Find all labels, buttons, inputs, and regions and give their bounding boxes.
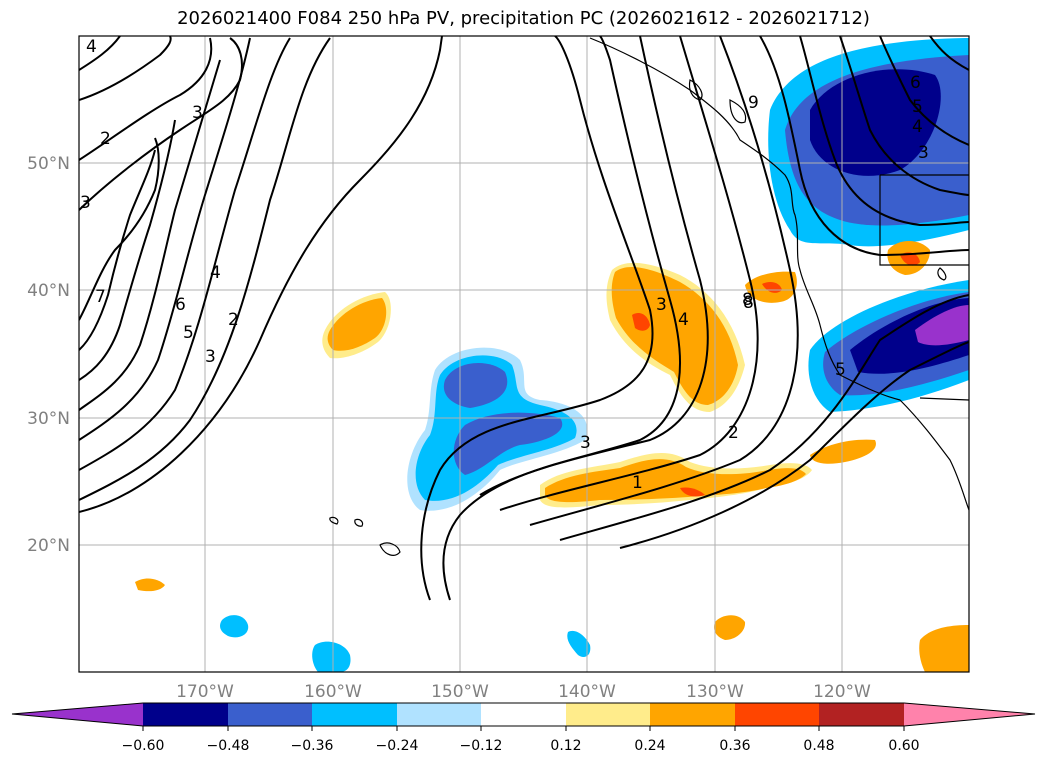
contour-label: 3: [205, 347, 216, 367]
precip-negative-area: [915, 305, 969, 346]
precip-negative-area: [453, 412, 563, 475]
colorbar-tick-label: −0.48: [207, 738, 250, 754]
precip-positive-area: [545, 459, 806, 503]
precip-negative-area: [312, 641, 351, 672]
contour-label: 4: [912, 117, 923, 137]
precip-positive-area: [810, 439, 876, 464]
colorbar-segment: [397, 703, 482, 726]
colorbar-tick-label: −0.24: [376, 738, 419, 754]
colorbar-tick-label: 0.24: [634, 738, 665, 754]
precip-negative-area: [567, 630, 591, 657]
contour-label: 6: [910, 73, 921, 93]
precip-positive-area: [714, 615, 746, 640]
colorbar-segment: [312, 703, 397, 726]
contour-label: 3: [656, 295, 667, 315]
precip-positive-area: [680, 487, 705, 497]
precip-positive-area: [135, 578, 165, 592]
contour-label: 2: [728, 423, 739, 443]
contour-label: 5: [183, 323, 194, 343]
contour-label: 8: [743, 293, 754, 313]
contour-label: 8: [742, 290, 753, 310]
lon-label: 140°W: [558, 682, 616, 702]
plot-frame: [78, 35, 970, 673]
precip-positive-area: [632, 313, 650, 331]
colorbar-segment: [12, 703, 143, 726]
contour-label: 1: [632, 473, 643, 493]
contour-label: 3: [80, 193, 91, 213]
lon-label: 120°W: [813, 682, 871, 702]
contour-label: 7: [95, 287, 106, 307]
lon-label: 170°W: [176, 682, 234, 702]
colorbar-tick-label: −0.12: [460, 738, 503, 754]
contour-label: 9: [748, 93, 759, 113]
colorbar-segment: [566, 703, 651, 726]
longitude-labels: 170°W 160°W 150°W 140°W 130°W 120°W: [176, 682, 871, 702]
colorbar-tick-label: 0.36: [719, 738, 750, 754]
contour-label: 2: [228, 310, 239, 330]
lon-label: 150°W: [431, 682, 489, 702]
lon-label: 130°W: [686, 682, 744, 702]
latitude-labels: 50°N 40°N 30°N 20°N: [27, 154, 70, 556]
contour-label: 3: [192, 103, 203, 123]
precip-positive-area: [919, 625, 969, 672]
precip-positive-area: [900, 252, 920, 266]
graticule: [79, 36, 969, 672]
colorbar-tick-label: −0.36: [291, 738, 334, 754]
contour-label: 4: [210, 263, 221, 283]
coastlines: [329, 37, 969, 556]
lat-label: 30°N: [27, 409, 70, 429]
colorbar-segment: [735, 703, 820, 726]
colorbar-tick-label: 0.48: [803, 738, 834, 754]
colorbar-segment: [481, 703, 566, 726]
contour-label: 3: [580, 433, 591, 453]
precip-negative-area: [220, 615, 249, 638]
colorbar-segment: [819, 703, 904, 726]
lat-label: 20°N: [27, 536, 70, 556]
colorbar: −0.60 −0.48 −0.36 −0.24 −0.12 0.12 0.24 …: [11, 702, 1036, 754]
precip-positive-area: [327, 298, 387, 351]
contour-label: 2: [100, 129, 111, 149]
colorbar-segment: [904, 703, 1035, 726]
map-title: 2026021400 F084 250 hPa PV, precipitatio…: [177, 8, 870, 29]
contour-label: 5: [912, 97, 923, 117]
colorbar-segment: [143, 703, 228, 726]
lon-label: 160°W: [304, 682, 362, 702]
colorbar-segment: [650, 703, 735, 726]
colorbar-tick-label: −0.60: [122, 738, 165, 754]
contour-label: 4: [86, 37, 97, 57]
pv-contours: [79, 36, 969, 601]
contour-label: 5: [835, 360, 846, 380]
lat-label: 50°N: [27, 154, 70, 174]
pv-contour-labels: 4 3 2 3 7 6 5 4 3 2 3 4 3 2 1 9 8 6 5 4 …: [80, 37, 929, 493]
contour-label: 4: [678, 310, 689, 330]
colorbar-segment: [228, 703, 313, 726]
contour-label: 3: [918, 143, 929, 163]
colorbar-tick-label: 0.60: [888, 738, 919, 754]
precip-positive-area: [611, 267, 738, 405]
colorbar-tick-label: 0.12: [550, 738, 581, 754]
lat-label: 40°N: [27, 281, 70, 301]
contour-label: 6: [175, 295, 186, 315]
